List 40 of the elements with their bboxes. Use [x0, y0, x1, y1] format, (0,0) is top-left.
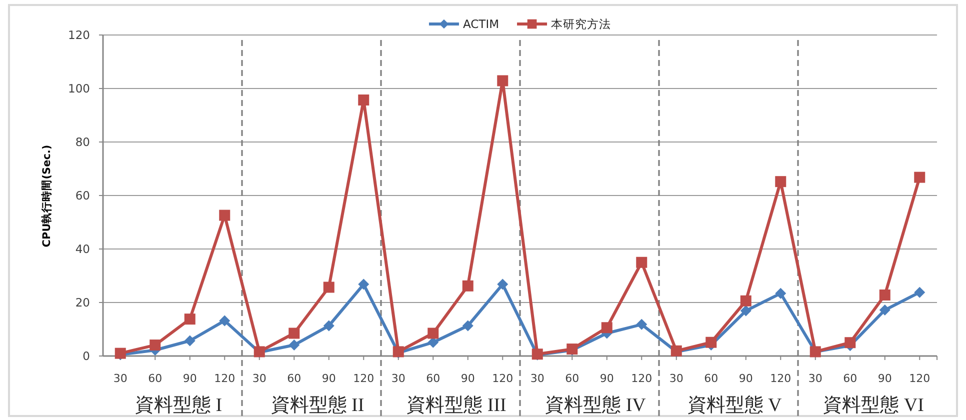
x-tick-label: 30: [252, 372, 266, 385]
y-tick-label: 20: [75, 296, 90, 310]
x-tick-label: 90: [878, 372, 892, 385]
x-tick-label: 90: [738, 372, 753, 385]
x-tick-label: 30: [113, 372, 128, 385]
group-label: 資料型態 II: [270, 395, 364, 416]
x-tick-label: 120: [492, 372, 514, 385]
y-tick-label: 100: [68, 82, 90, 96]
x-tick-label: 60: [704, 372, 718, 385]
x-tick-label: 90: [182, 372, 197, 385]
x-tick-label: 30: [391, 372, 406, 385]
y-axis-title: CPU執行時間(Sec.): [40, 144, 53, 248]
x-tick-label: 90: [460, 372, 475, 385]
y-tick-label: 120: [68, 28, 90, 42]
y-tick-label: 0: [82, 349, 90, 363]
x-tick-label: 120: [770, 372, 792, 385]
x-tick-label: 30: [669, 372, 684, 385]
group-label: 資料型態 V: [687, 395, 782, 416]
x-tick-label: 60: [843, 372, 858, 385]
x-tick-label: 60: [565, 372, 580, 385]
group-label: 資料型態 IV: [545, 395, 646, 416]
x-tick-label: 120: [909, 372, 930, 385]
legend-label: ACTIM: [462, 17, 500, 31]
x-tick-label: 60: [148, 372, 162, 385]
group-label: 資料型態 VI: [823, 395, 924, 416]
x-tick-label: 30: [530, 372, 544, 385]
x-tick-label: 30: [808, 372, 822, 385]
x-tick-label: 120: [214, 372, 236, 385]
x-tick-label: 90: [322, 372, 336, 385]
y-tick-label: 60: [75, 188, 90, 202]
group-label: 資料型態 III: [406, 395, 506, 416]
x-tick-label: 60: [426, 372, 440, 385]
x-tick-label: 60: [287, 372, 302, 385]
x-tick-label: 120: [631, 372, 652, 385]
y-tick-label: 80: [75, 135, 90, 149]
group-label: 資料型態 I: [134, 395, 222, 416]
x-tick-label: 120: [353, 372, 374, 385]
legend-label: 本研究方法: [551, 17, 612, 31]
x-tick-label: 90: [600, 372, 614, 385]
y-tick-label: 40: [75, 242, 90, 256]
